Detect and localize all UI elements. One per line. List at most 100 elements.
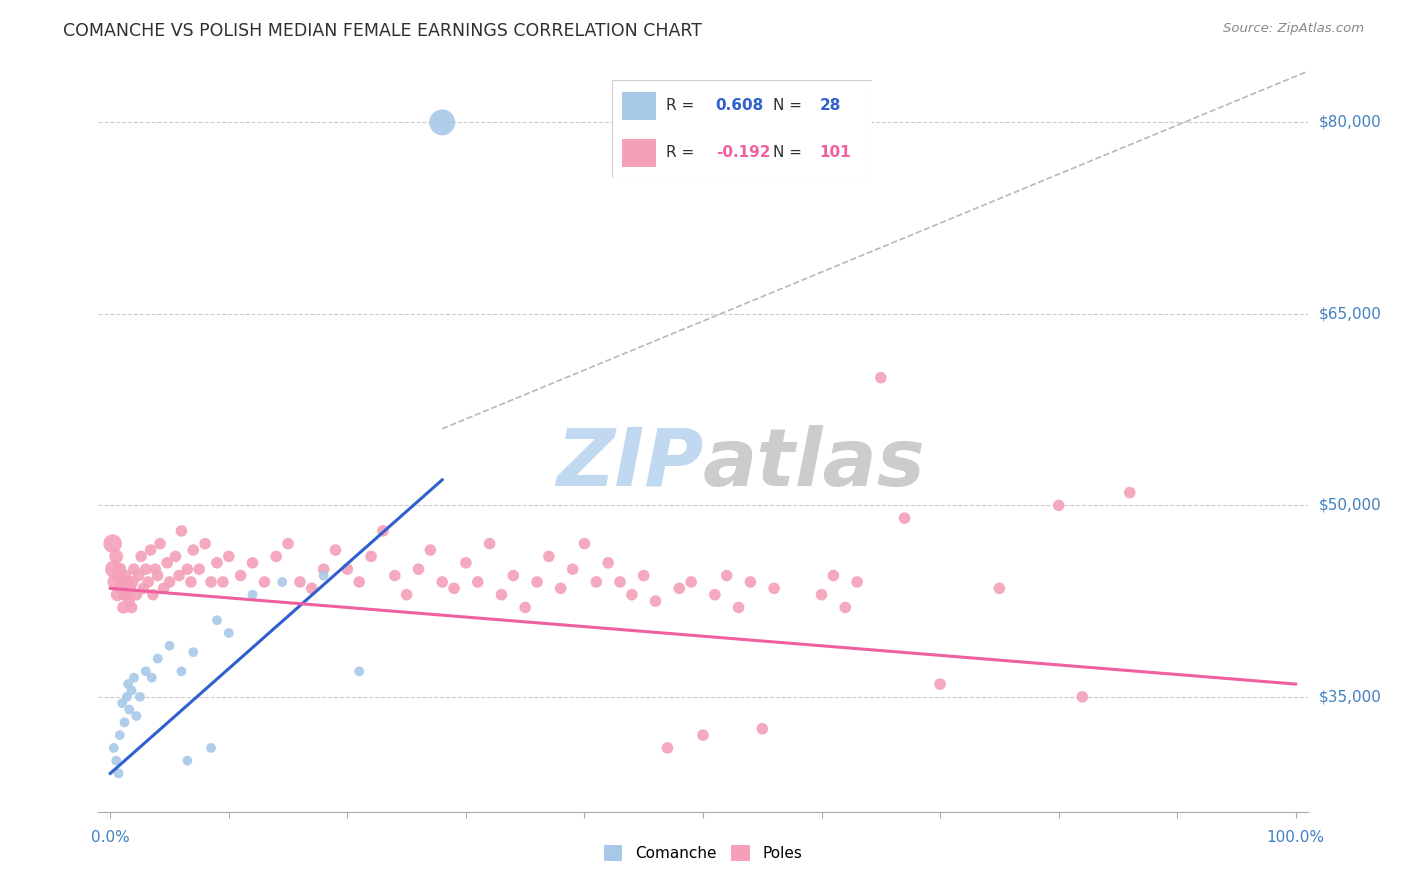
Point — [929, 677, 952, 691]
Point — [149, 536, 172, 550]
Point — [218, 549, 240, 564]
Point — [550, 582, 572, 596]
Point — [121, 574, 143, 589]
Point — [846, 574, 869, 589]
Point — [212, 574, 235, 589]
Point — [242, 588, 264, 602]
Text: 100.0%: 100.0% — [1267, 830, 1324, 846]
Point — [114, 588, 136, 602]
Point — [242, 556, 264, 570]
Point — [104, 574, 127, 589]
Text: $80,000: $80,000 — [1319, 115, 1382, 130]
Point — [139, 543, 162, 558]
Point — [121, 683, 143, 698]
Point — [408, 562, 430, 576]
Point — [117, 574, 139, 589]
Text: -0.192: -0.192 — [716, 145, 770, 161]
Point — [218, 626, 240, 640]
Text: $65,000: $65,000 — [1319, 306, 1382, 321]
Point — [264, 549, 287, 564]
FancyBboxPatch shape — [612, 80, 872, 178]
Point — [681, 574, 703, 589]
Text: 0.608: 0.608 — [716, 98, 763, 113]
Text: 0.0%: 0.0% — [91, 830, 129, 846]
Point — [170, 524, 193, 538]
Point — [526, 574, 548, 589]
Point — [105, 588, 128, 602]
Point — [537, 549, 560, 564]
Point — [107, 568, 129, 582]
Point — [515, 600, 537, 615]
Point — [703, 588, 725, 602]
Point — [108, 562, 131, 576]
Point — [229, 568, 252, 582]
Point — [103, 562, 125, 576]
Point — [1119, 485, 1142, 500]
Point — [152, 582, 174, 596]
Text: COMANCHE VS POLISH MEDIAN FEMALE EARNINGS CORRELATION CHART: COMANCHE VS POLISH MEDIAN FEMALE EARNING… — [63, 22, 702, 40]
Point — [176, 562, 198, 576]
Point — [159, 639, 181, 653]
Point — [112, 600, 135, 615]
Point — [205, 556, 228, 570]
Point — [893, 511, 915, 525]
Point — [301, 582, 323, 596]
Text: 101: 101 — [820, 145, 851, 161]
Point — [716, 568, 738, 582]
Point — [253, 574, 276, 589]
Point — [129, 549, 152, 564]
Point — [125, 709, 148, 723]
Point — [312, 568, 335, 582]
Point — [194, 536, 217, 550]
Text: 28: 28 — [820, 98, 841, 113]
Point — [180, 574, 202, 589]
Point — [633, 568, 655, 582]
Point — [384, 568, 406, 582]
Point — [132, 582, 155, 596]
Point — [108, 728, 131, 742]
Point — [288, 574, 311, 589]
Point — [502, 568, 524, 582]
Point — [125, 588, 148, 602]
Point — [122, 671, 145, 685]
Point — [443, 582, 465, 596]
Point — [135, 665, 157, 679]
Point — [371, 524, 394, 538]
Point — [143, 562, 166, 576]
Point — [107, 766, 129, 780]
Point — [432, 574, 454, 589]
Point — [644, 594, 666, 608]
Point — [105, 549, 128, 564]
Point — [312, 562, 335, 576]
Point — [491, 588, 513, 602]
Point — [205, 613, 228, 627]
Point — [128, 568, 150, 582]
Point — [561, 562, 583, 576]
Bar — [621, 139, 655, 167]
Point — [200, 574, 222, 589]
Point — [118, 703, 141, 717]
Point — [834, 600, 856, 615]
Point — [141, 671, 163, 685]
Text: $35,000: $35,000 — [1319, 690, 1382, 705]
Point — [122, 562, 145, 576]
Point — [159, 574, 181, 589]
Point — [668, 582, 690, 596]
Point — [277, 536, 299, 550]
Point — [336, 562, 359, 576]
Point — [574, 536, 596, 550]
Point — [751, 722, 773, 736]
Bar — [621, 92, 655, 120]
Point — [136, 574, 159, 589]
Point — [271, 574, 294, 589]
Text: atlas: atlas — [703, 425, 925, 503]
Point — [347, 665, 370, 679]
Point — [120, 582, 142, 596]
Point — [657, 740, 679, 755]
Point — [135, 562, 157, 576]
Text: ZIP: ZIP — [555, 425, 703, 503]
Text: N =: N = — [773, 98, 807, 113]
Point — [118, 594, 141, 608]
Point — [115, 690, 138, 704]
Text: R =: R = — [666, 145, 699, 161]
